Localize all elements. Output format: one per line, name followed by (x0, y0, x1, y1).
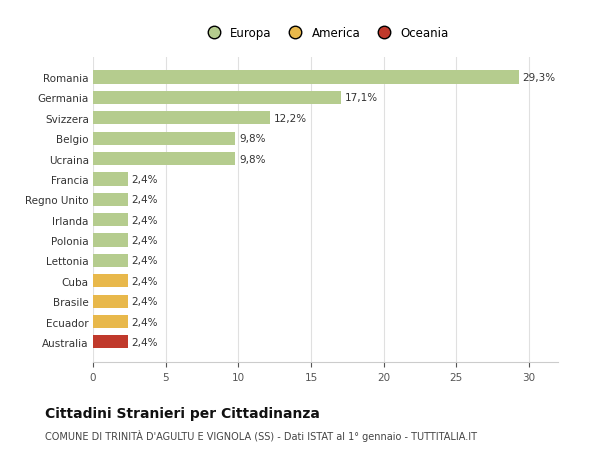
Text: Cittadini Stranieri per Cittadinanza: Cittadini Stranieri per Cittadinanza (45, 406, 320, 420)
Text: 9,8%: 9,8% (239, 134, 266, 144)
Text: 2,4%: 2,4% (131, 297, 158, 307)
Bar (93, 295, 128, 308)
Text: 2,4%: 2,4% (131, 317, 158, 327)
Bar (93, 274, 128, 288)
Text: 9,8%: 9,8% (239, 154, 266, 164)
Bar (93, 213, 128, 227)
Text: 2,4%: 2,4% (131, 235, 158, 246)
Bar (93, 173, 128, 186)
Bar (93, 336, 128, 349)
Text: 2,4%: 2,4% (131, 276, 158, 286)
Text: 2,4%: 2,4% (131, 174, 158, 185)
Text: 2,4%: 2,4% (131, 215, 158, 225)
Bar (93, 152, 235, 166)
Text: 2,4%: 2,4% (131, 195, 158, 205)
Text: 2,4%: 2,4% (131, 256, 158, 266)
Bar (93, 193, 128, 207)
Bar (93, 92, 341, 105)
Bar (93, 71, 519, 84)
Text: 2,4%: 2,4% (131, 337, 158, 347)
Text: COMUNE DI TRINITÀ D'AGULTU E VIGNOLA (SS) - Dati ISTAT al 1° gennaio - TUTTITALI: COMUNE DI TRINITÀ D'AGULTU E VIGNOLA (SS… (45, 429, 477, 441)
Bar (93, 234, 128, 247)
Text: 29,3%: 29,3% (523, 73, 556, 83)
Text: 17,1%: 17,1% (345, 93, 378, 103)
Text: 12,2%: 12,2% (274, 113, 307, 123)
Bar (93, 132, 235, 146)
Bar (93, 254, 128, 268)
Bar (93, 112, 270, 125)
Bar (93, 315, 128, 328)
Legend: Europa, America, Oceania: Europa, America, Oceania (199, 23, 452, 44)
